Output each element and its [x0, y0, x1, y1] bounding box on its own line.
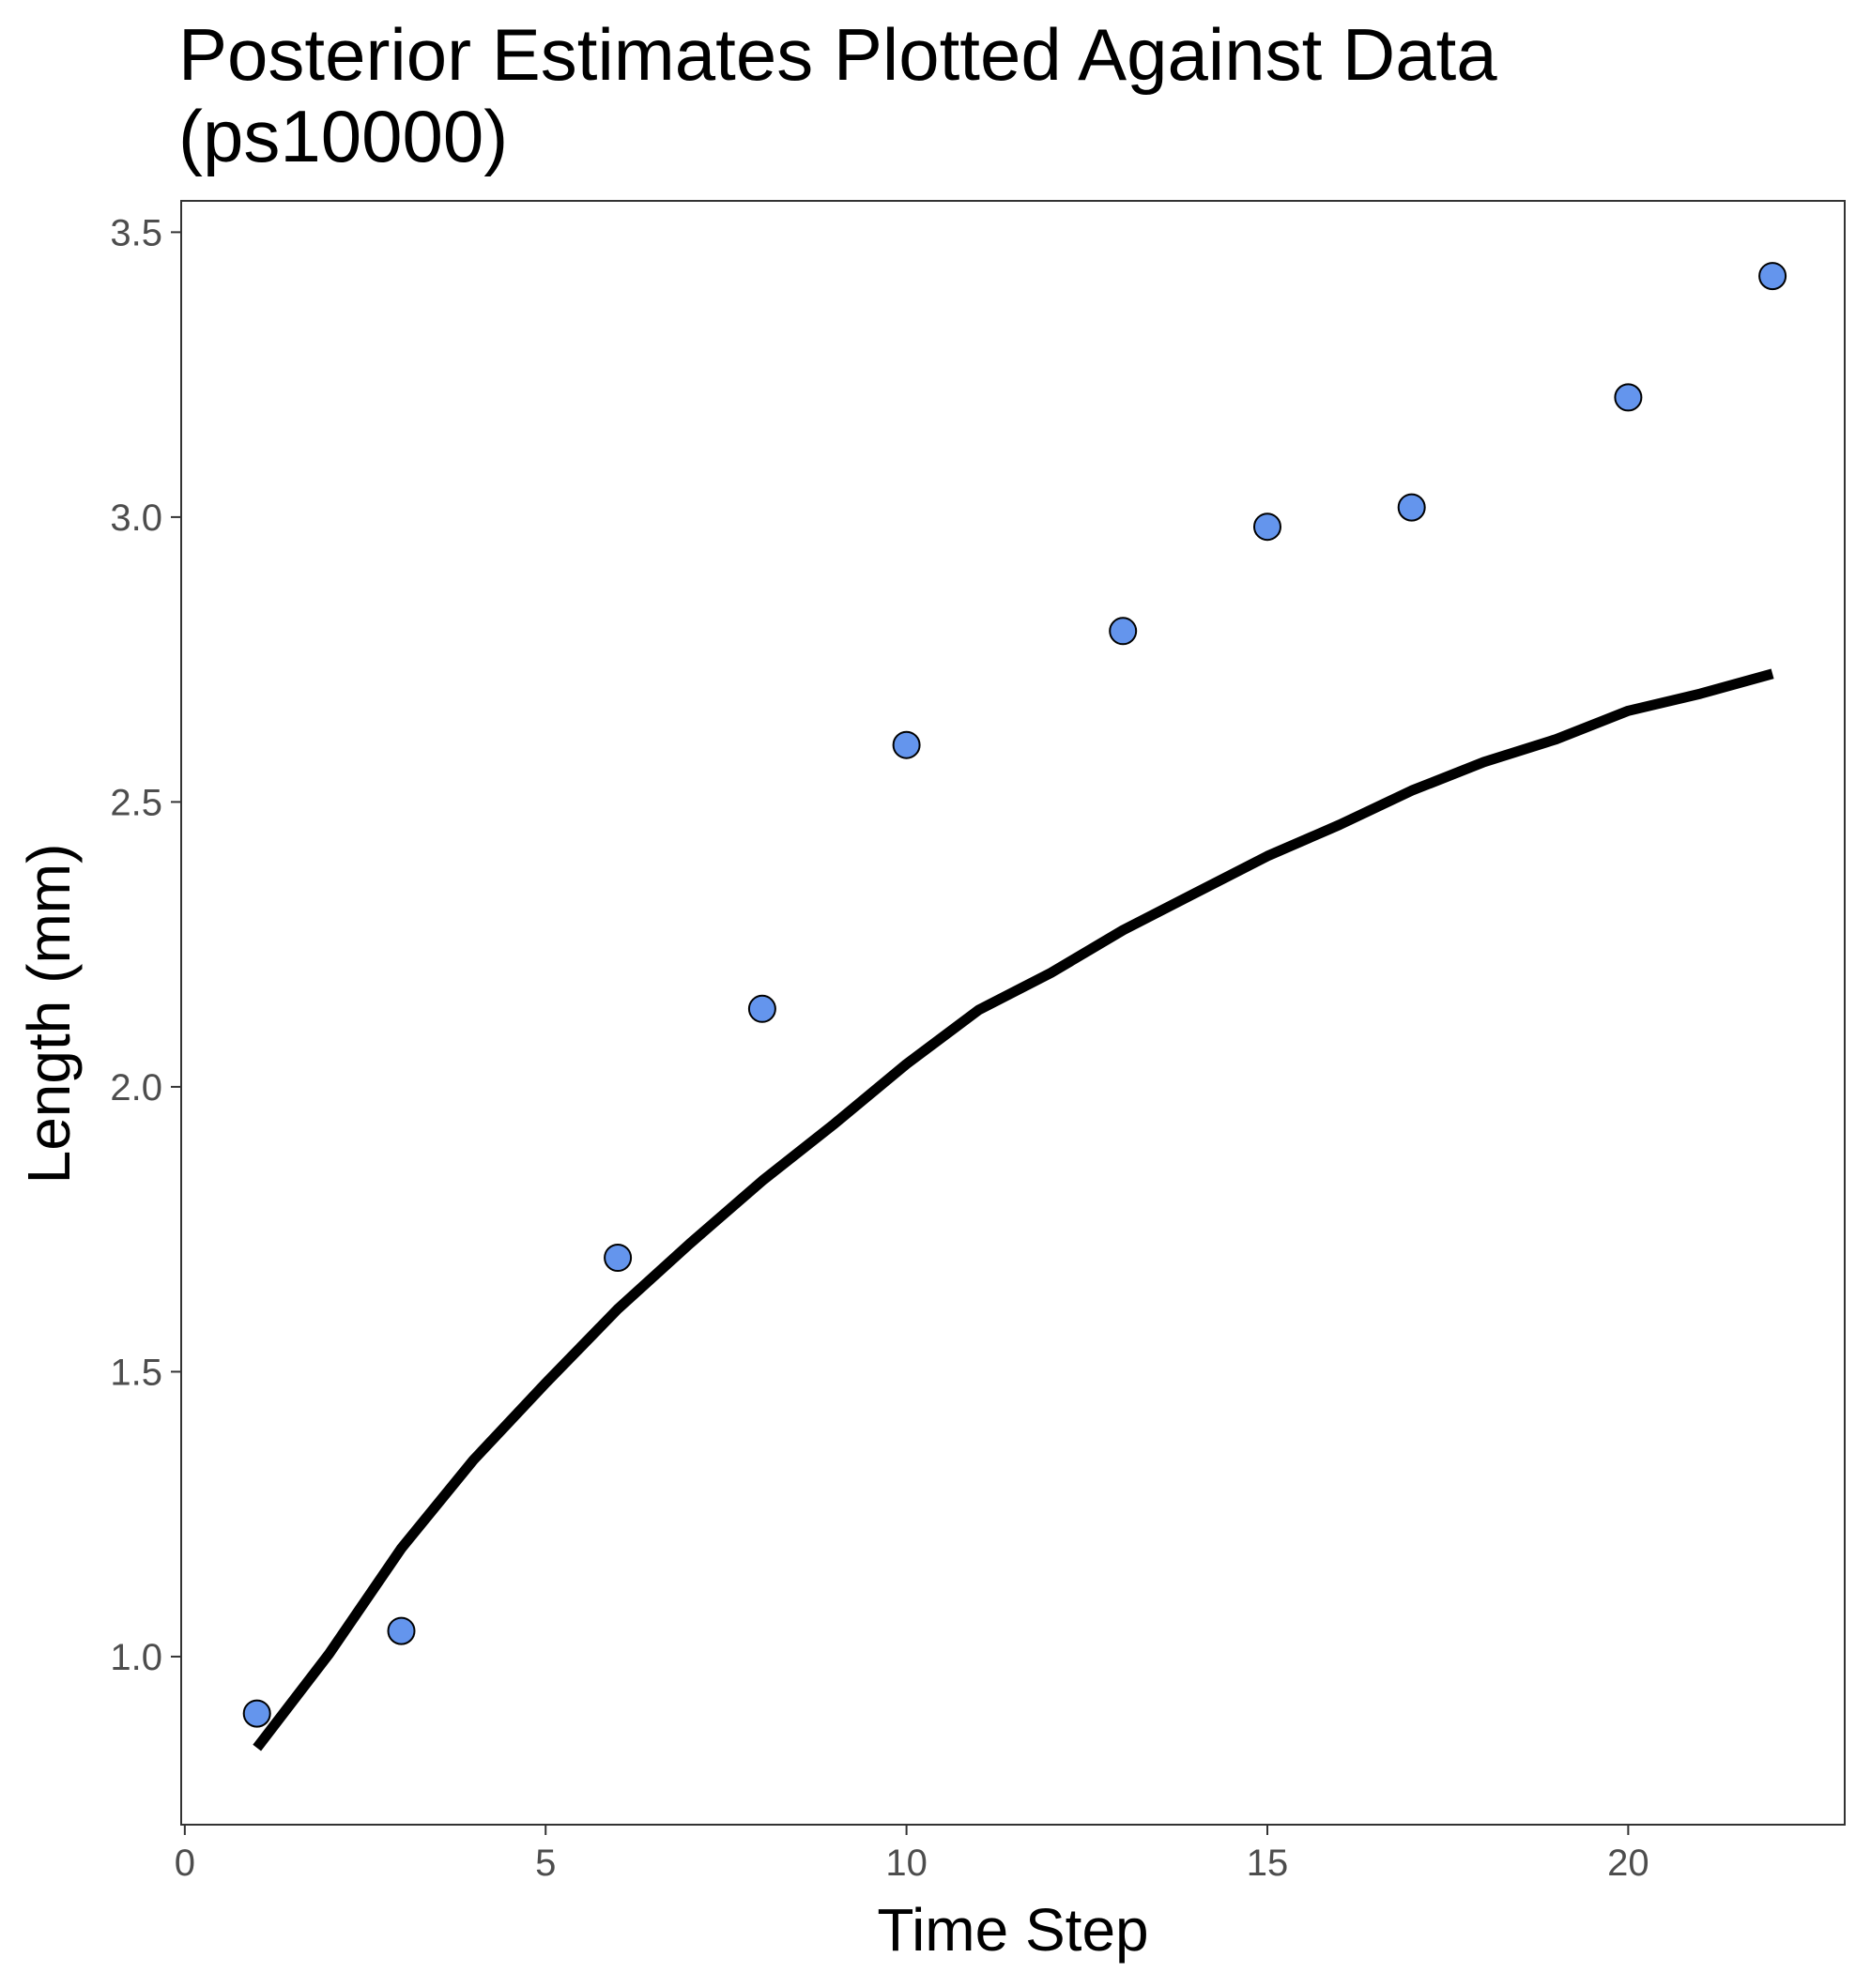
data-point: [1397, 493, 1426, 522]
points-layer: [242, 262, 1787, 1728]
chart-title-line-2: (ps10000): [178, 95, 508, 177]
y-tick-label: 2.5: [110, 782, 162, 823]
y-axis-title: Length (mm): [15, 844, 83, 1185]
data-point: [604, 1244, 633, 1272]
y-tick-label: 1.5: [110, 1352, 162, 1393]
data-point: [747, 994, 776, 1023]
data-point: [1109, 617, 1138, 646]
data-point: [242, 1699, 271, 1728]
y-tick-label: 1.0: [110, 1637, 162, 1678]
y-tick-label: 3.0: [110, 497, 162, 539]
x-tick-label: 5: [535, 1843, 556, 1884]
posterior-estimate-line: [253, 668, 1774, 1751]
data-point: [1758, 262, 1787, 291]
plot-panel-border: [180, 200, 1846, 1826]
data-point: [892, 730, 921, 759]
x-tick-label: 10: [885, 1843, 928, 1884]
data-point: [1253, 512, 1281, 542]
line-layer: [253, 668, 1774, 1751]
y-tick-label: 2.0: [110, 1067, 162, 1109]
x-axis: 0 5 10 15 20: [175, 1825, 1649, 1884]
y-axis: 1.0 1.5 2.0 2.5 3.0 3.5: [110, 212, 181, 1678]
data-point: [1614, 383, 1643, 412]
x-axis-title: Time Step: [877, 1896, 1148, 1964]
chart-title-line-1: Posterior Estimates Plotted Against Data: [178, 13, 1497, 96]
data-point: [387, 1616, 416, 1645]
x-tick-label: 0: [175, 1843, 195, 1884]
y-tick-label: 3.5: [110, 212, 162, 253]
x-tick-label: 15: [1247, 1843, 1289, 1884]
x-tick-label: 20: [1607, 1843, 1649, 1884]
